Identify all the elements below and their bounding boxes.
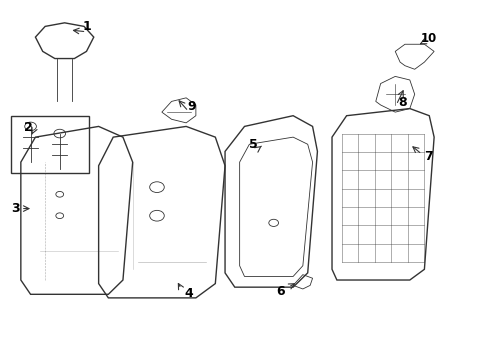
Text: 8: 8	[397, 96, 406, 109]
Text: 4: 4	[184, 287, 193, 300]
Text: 2: 2	[24, 121, 32, 134]
Text: 10: 10	[420, 32, 436, 45]
Text: 3: 3	[11, 202, 20, 215]
Text: 1: 1	[82, 20, 91, 33]
Text: 5: 5	[249, 138, 258, 151]
Text: 7: 7	[423, 150, 432, 163]
Bar	[11, 116, 89, 173]
Text: 9: 9	[187, 100, 196, 113]
Text: 6: 6	[276, 285, 285, 298]
